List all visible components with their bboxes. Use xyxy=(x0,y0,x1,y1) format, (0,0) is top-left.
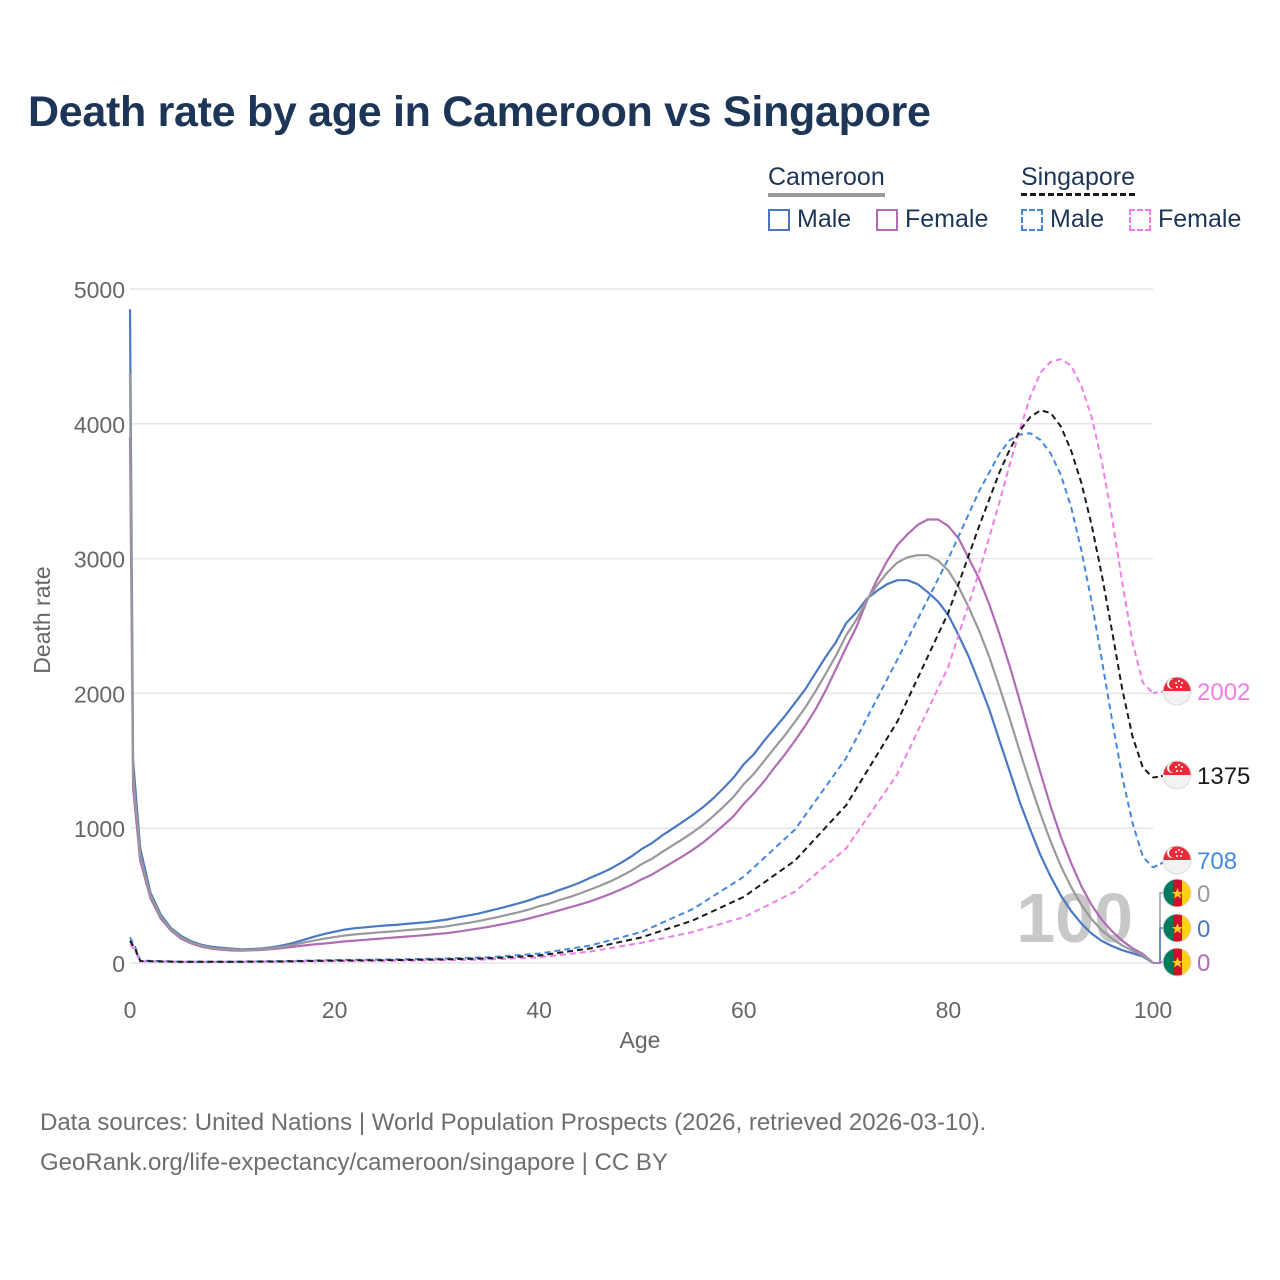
x-axis-label: Age xyxy=(620,1027,661,1053)
footer-url[interactable]: GeoRank.org/life-expectancy/cameroon/sin… xyxy=(40,1149,668,1176)
legend-group-line xyxy=(1021,193,1135,196)
cameroon-flag-icon xyxy=(1162,947,1192,977)
end-label-cameroon-female: 0 xyxy=(1153,947,1210,977)
legend-swatch xyxy=(1021,208,1043,231)
gridlines xyxy=(130,288,1153,964)
x-tick-label: 80 xyxy=(936,997,962,1023)
legend-group-cameroon: Cameroon xyxy=(768,163,885,197)
end-label-singapore-male: 708 xyxy=(1152,845,1237,875)
axes: 0 1000 2000 3000 4000 5000 0 20 40 60 80 100 xyxy=(74,277,1172,1023)
legend-group-label: Singapore xyxy=(1021,163,1135,191)
singapore-flag-icon xyxy=(1162,845,1192,875)
series-line-cameroon-male[interactable] xyxy=(128,309,1154,964)
series-line-singapore-male[interactable] xyxy=(129,432,1154,963)
legend-swatch xyxy=(1129,208,1151,231)
end-value-label: 0 xyxy=(1197,881,1210,908)
legend-label: Male xyxy=(1050,205,1105,233)
series-line-singapore-total[interactable] xyxy=(129,409,1154,963)
end-value-label: 0 xyxy=(1197,950,1210,977)
legend-item-cameroon-female[interactable]: Female xyxy=(876,205,988,234)
y-tick-label: 0 xyxy=(112,951,125,977)
singapore-flag-icon xyxy=(1162,760,1192,790)
end-value-label: 708 xyxy=(1197,848,1237,875)
legend-item-singapore-female[interactable]: Female xyxy=(1129,205,1241,234)
end-label-connector xyxy=(1152,859,1169,869)
cameroon-flag-icon xyxy=(1162,913,1192,943)
end-label-singapore-total: 1375 xyxy=(1152,760,1250,790)
series-line-cameroon-total[interactable] xyxy=(128,373,1154,964)
end-label-cameroon-male: 0 xyxy=(1153,913,1210,964)
x-tick-label: 0 xyxy=(124,997,137,1023)
y-tick-label: 4000 xyxy=(74,412,125,438)
y-tick-label: 2000 xyxy=(74,681,125,707)
end-value-label: 2002 xyxy=(1197,679,1250,706)
legend-label: Female xyxy=(905,205,989,233)
cameroon-flag-icon xyxy=(1162,878,1192,908)
y-axis-label: Death rate xyxy=(29,566,55,673)
x-tick-label: 40 xyxy=(526,997,552,1023)
legend-swatch xyxy=(768,208,790,231)
end-value-label: 0 xyxy=(1197,916,1210,943)
x-tick-label: 100 xyxy=(1134,997,1172,1023)
legend-item-cameroon-male[interactable]: Male xyxy=(768,205,851,234)
legend-label: Male xyxy=(797,205,852,233)
chart-title: Death rate by age in Cameroon vs Singapo… xyxy=(28,88,931,136)
footer-sources: Data sources: United Nations | World Pop… xyxy=(40,1109,987,1136)
x-tick-label: 60 xyxy=(731,997,757,1023)
end-labels: 2002 1375 708 0 0 0 xyxy=(1152,676,1250,977)
x-tick-label: 20 xyxy=(322,997,348,1023)
legend-swatch xyxy=(876,208,898,231)
singapore-flag-icon xyxy=(1162,676,1192,706)
legend-item-singapore-male[interactable]: Male xyxy=(1021,205,1104,234)
legend-group-label: Cameroon xyxy=(768,163,885,191)
end-label-singapore-female: 2002 xyxy=(1152,676,1250,706)
series-line-cameroon-female[interactable] xyxy=(128,437,1154,964)
legend-label: Female xyxy=(1158,205,1242,233)
current-age-label: 100 xyxy=(1016,879,1133,957)
series-layer xyxy=(128,309,1154,964)
legend-group-line xyxy=(768,193,885,197)
y-tick-label: 5000 xyxy=(74,277,125,303)
y-tick-label: 1000 xyxy=(74,816,125,842)
legend-group-singapore: Singapore xyxy=(1021,163,1135,196)
y-tick-label: 3000 xyxy=(74,547,125,573)
end-value-label: 1375 xyxy=(1197,763,1250,790)
series-line-singapore-female[interactable] xyxy=(129,358,1154,963)
